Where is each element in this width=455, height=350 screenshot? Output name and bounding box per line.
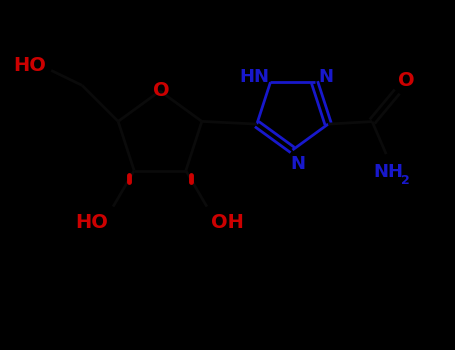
Text: N: N <box>318 68 333 86</box>
Text: N: N <box>290 155 305 173</box>
Text: 2: 2 <box>401 174 410 187</box>
Text: O: O <box>153 80 169 99</box>
Text: OH: OH <box>212 213 244 232</box>
Text: NH: NH <box>374 163 404 181</box>
Text: HO: HO <box>76 213 109 232</box>
Text: O: O <box>398 71 415 90</box>
Text: HO: HO <box>14 56 46 75</box>
Text: HN: HN <box>239 68 269 86</box>
